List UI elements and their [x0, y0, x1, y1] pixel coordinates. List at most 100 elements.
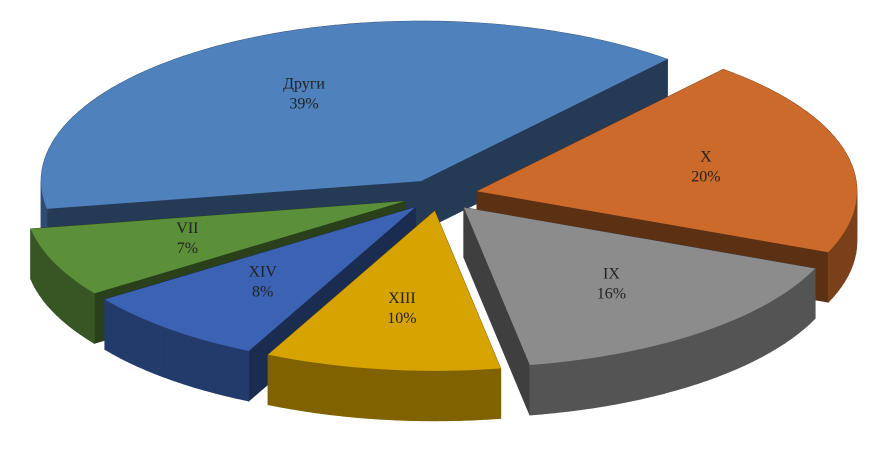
slice-side: [225, 345, 238, 400]
slice-side: [487, 367, 502, 420]
slice-side: [652, 342, 665, 397]
slice-side: [827, 245, 834, 304]
slice-side: [629, 348, 642, 402]
slice-side: [111, 303, 121, 359]
slice-value-label: 8%: [252, 283, 273, 300]
slice-side: [214, 342, 227, 397]
slice-side: [38, 243, 44, 302]
slice-value-label: 7%: [177, 240, 198, 257]
slice-side: [761, 301, 771, 358]
slice-side: [605, 353, 619, 407]
slice-side: [67, 274, 75, 331]
slice-side: [460, 369, 475, 421]
slice-label: XIII: [388, 290, 416, 307]
slice-label: XIV: [248, 263, 277, 280]
slice-label: Други: [283, 76, 325, 93]
slice-side: [279, 356, 293, 410]
slice-side: [316, 362, 331, 416]
slice-side: [145, 319, 156, 375]
slice-side: [128, 311, 138, 367]
slice-side: [163, 326, 175, 382]
slice-side: [580, 357, 594, 411]
slice: IX 16%: [463, 206, 816, 416]
slice-value-label: 39%: [289, 96, 318, 113]
slice-side: [832, 240, 838, 299]
slice-side: [809, 267, 816, 325]
slice-value-label: 16%: [597, 285, 626, 302]
slice-side: [267, 354, 281, 408]
slice-side: [474, 368, 488, 421]
slice-side: [237, 348, 250, 402]
slice-side: [529, 363, 544, 416]
slice-side: [706, 326, 718, 381]
slice-side: [641, 345, 654, 400]
slice-side: [79, 283, 88, 340]
slice-side: [844, 224, 849, 283]
slice-side: [447, 370, 462, 422]
slice-side: [368, 367, 383, 420]
slice-side: [329, 364, 344, 417]
slice-side: [434, 370, 449, 422]
slice-side: [407, 370, 422, 422]
slice-side: [837, 235, 842, 293]
slice-side: [696, 329, 708, 385]
slice-side: [73, 278, 81, 336]
slice-side: [567, 359, 582, 412]
slice-side: [803, 272, 811, 330]
slice-side: [769, 296, 779, 353]
slice-side: [183, 333, 195, 388]
slice-side: [355, 366, 370, 419]
slice-label: VII: [176, 220, 198, 237]
slice-side: [685, 333, 698, 388]
slice-side: [86, 288, 95, 345]
slice: [41, 21, 668, 209]
slice: [476, 69, 857, 253]
slice-side: [104, 298, 113, 355]
slice-side: [797, 277, 805, 335]
slice-side: [32, 234, 37, 290]
slice-side: [784, 287, 793, 344]
slice-side: [381, 368, 396, 421]
slice-side: [136, 315, 147, 371]
slice-side: [35, 238, 40, 297]
slice-side: [421, 370, 436, 422]
slice-side: [119, 307, 129, 363]
slice-side: [777, 292, 786, 349]
slice-side: [173, 330, 185, 385]
slice-side: [51, 259, 58, 317]
slice-side: [663, 339, 676, 394]
slice-label: X: [700, 149, 712, 166]
slice-side: [193, 336, 206, 391]
slice: [30, 201, 405, 294]
slice-side: [753, 305, 763, 362]
slice: XIII 10%: [267, 209, 502, 422]
slice-side: [791, 282, 799, 340]
slice: [104, 207, 416, 351]
slice-label: IX: [603, 265, 620, 282]
slice-side: [342, 365, 357, 418]
slice-side: [735, 314, 746, 370]
slice-side: [154, 323, 165, 378]
slice-side: [46, 254, 53, 312]
slice-side: [716, 322, 728, 378]
slice-side: [674, 336, 687, 391]
slice-side: [555, 360, 569, 414]
slice-side: [42, 248, 48, 307]
slice-value-label: 20%: [691, 169, 720, 186]
slice-side: [61, 269, 69, 326]
slice-side: [592, 355, 607, 409]
slice-side: [291, 358, 306, 412]
slice-side: [204, 339, 216, 394]
slice-side: [394, 369, 409, 421]
slice-side: [744, 310, 755, 366]
slice-side: [726, 318, 737, 374]
slice-side: [617, 350, 631, 405]
slice-side: [841, 229, 846, 288]
slice: [268, 210, 501, 371]
slice: [463, 207, 816, 366]
slice-value-label: 10%: [387, 310, 416, 327]
slice-side: [542, 362, 556, 415]
slice-side: [56, 264, 63, 321]
slice-side: [304, 360, 318, 414]
